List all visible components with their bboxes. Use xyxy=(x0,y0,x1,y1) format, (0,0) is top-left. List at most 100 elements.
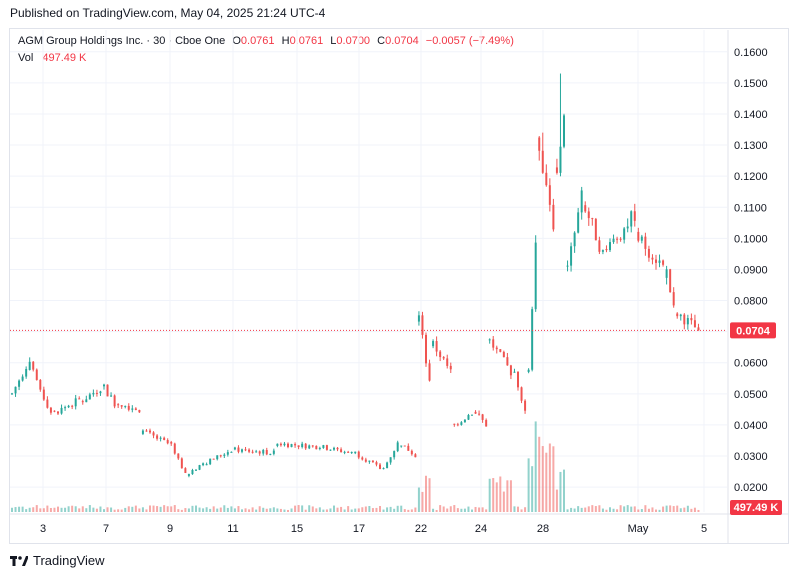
volume-bar xyxy=(577,506,580,512)
volume-bar xyxy=(594,506,597,512)
candle-body xyxy=(633,211,636,221)
candle-body xyxy=(340,449,343,453)
volume-bar xyxy=(120,509,123,512)
candle-body xyxy=(495,347,498,350)
volume-bar xyxy=(471,509,473,512)
candle-body xyxy=(67,405,70,408)
volume-bar xyxy=(400,505,403,512)
volume-bar xyxy=(633,506,636,512)
candle-body xyxy=(594,218,597,241)
candle-body xyxy=(658,260,661,263)
volume-bar xyxy=(340,506,343,512)
candle-body xyxy=(18,380,21,387)
volume-bar xyxy=(407,509,410,512)
volume-bar xyxy=(488,478,491,512)
volume-bar xyxy=(315,508,318,512)
candle-body xyxy=(166,440,169,444)
volume-bar xyxy=(640,509,643,512)
candle-body xyxy=(435,341,438,352)
candle-body xyxy=(57,411,59,414)
volume-bar xyxy=(555,489,558,512)
volume-bar xyxy=(630,506,633,512)
volume-bar xyxy=(421,491,424,512)
candle-body xyxy=(414,454,417,458)
volume-bar xyxy=(173,505,176,512)
candle-body xyxy=(272,450,275,454)
volume-value: 497.49 K xyxy=(42,52,87,64)
candle-body xyxy=(545,172,548,186)
volume-bar xyxy=(333,505,335,512)
volume-bar xyxy=(180,509,183,512)
candle-body xyxy=(566,265,569,267)
candle-body xyxy=(202,463,205,466)
volume-bar xyxy=(669,505,672,512)
candle-body xyxy=(481,414,484,420)
symbol-title[interactable]: AGM Group Holdings Inc. · 30 · Cboe One xyxy=(18,35,226,47)
candle-body xyxy=(28,361,31,370)
candle-body xyxy=(205,464,208,466)
volume-bar xyxy=(467,506,470,512)
candle-body xyxy=(509,365,512,376)
volume-bar xyxy=(364,506,367,512)
candle-body xyxy=(32,361,35,370)
volume-bar xyxy=(460,508,463,512)
chart-frame xyxy=(9,28,789,544)
candle-body xyxy=(517,371,519,388)
x-tick-label: 28 xyxy=(537,523,549,535)
y-tick-label: 0.1200 xyxy=(734,171,768,183)
volume-bar xyxy=(95,508,98,512)
candle-body xyxy=(304,443,307,449)
volume-bar xyxy=(527,458,530,512)
y-tick-label: 0.0800 xyxy=(734,296,768,308)
candle-body xyxy=(11,393,13,395)
candle-body xyxy=(297,445,300,448)
candle-body xyxy=(265,450,268,455)
volume-bar xyxy=(290,508,293,512)
candle-body xyxy=(453,423,456,425)
candle-body xyxy=(294,444,297,446)
volume-bar xyxy=(679,508,682,512)
candle-body xyxy=(623,228,626,240)
volume-bar xyxy=(53,507,56,512)
candle-body xyxy=(311,445,314,447)
tradingview-logo[interactable]: TradingView xyxy=(10,553,105,568)
candle-body xyxy=(471,414,473,416)
volume-bar xyxy=(287,509,289,512)
volume-tag-label: 497.49 K xyxy=(734,502,779,514)
candle-body xyxy=(237,447,240,452)
candle-body xyxy=(386,462,389,469)
candle-body xyxy=(396,442,399,452)
candle-body xyxy=(25,368,28,377)
candle-body xyxy=(619,238,622,240)
y-tick-label: 0.1300 xyxy=(734,140,768,152)
candle-body xyxy=(35,369,38,380)
candle-body xyxy=(159,437,162,439)
candle-body xyxy=(212,458,215,460)
volume-bar xyxy=(446,508,449,512)
candle-body xyxy=(219,455,222,457)
volume-bar xyxy=(205,507,208,512)
volume-bar xyxy=(248,509,251,512)
volume-bar xyxy=(485,509,488,512)
high-value: 0.0761 xyxy=(289,35,324,47)
volume-bar xyxy=(357,508,360,512)
volume-bar xyxy=(226,507,229,512)
candle-body xyxy=(428,363,431,381)
volume-bar xyxy=(502,491,505,512)
candle-body xyxy=(347,451,350,453)
candle-body xyxy=(410,450,413,455)
volume-bar xyxy=(322,509,325,512)
volume-bar xyxy=(612,508,615,512)
candle-body xyxy=(421,315,424,335)
volume-bar xyxy=(28,507,31,512)
volume-bar xyxy=(209,508,212,512)
volume-bar xyxy=(396,505,399,512)
volume-bar xyxy=(131,506,134,512)
volume-bar xyxy=(672,506,675,512)
volume-bar xyxy=(329,508,332,512)
candle-body xyxy=(141,430,144,434)
volume-bar xyxy=(223,505,226,512)
candle-body xyxy=(605,249,608,251)
candle-body xyxy=(609,242,611,251)
